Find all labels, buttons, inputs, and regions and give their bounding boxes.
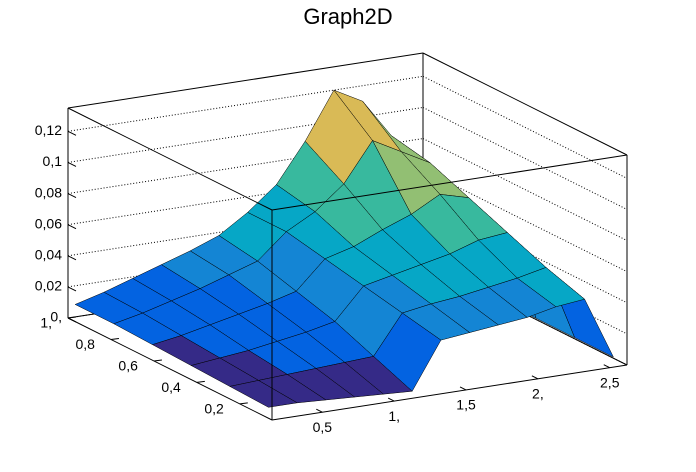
y-tick [239,402,248,405]
y-tick-label: 0,2 [204,401,224,417]
x-tick [531,375,539,380]
x-tick-label: 1,5 [456,397,476,413]
grid-line [422,169,628,273]
z-tick-label: 0,02 [35,278,62,294]
z-tick [67,161,77,167]
z-tick [67,224,77,230]
y-tick [110,337,120,340]
y-tick-label: 0,8 [75,336,95,352]
y-tick-label: 1, [40,315,52,331]
box-edge [67,52,424,109]
grid-line [422,106,628,210]
y-tick [196,380,205,383]
axis-line [67,317,273,421]
x-tick-label: 1, [388,408,400,424]
surface-cell [229,380,298,408]
box-edge [422,52,628,156]
y-tick-label: 0,6 [118,358,138,374]
z-tick [67,286,77,292]
box-edge [271,154,628,211]
z-tick-label: 0,1 [43,153,63,169]
y-tick-label: 0,4 [161,379,181,395]
x-tick [603,364,610,369]
x-tick-label: 0,5 [313,419,333,435]
z-tick-label: 0,08 [35,184,62,200]
y-tick [67,316,77,319]
z-tick-label: 0,06 [35,215,62,231]
z-tick [67,193,77,199]
x-tick [387,397,395,402]
x-tick-label: 2,5 [600,374,620,390]
grid-line [422,75,628,179]
z-tick-label: 0,04 [35,246,62,262]
chart-title: Graph2D [303,4,392,29]
y-tick [153,359,162,362]
z-tick-label: 0, [50,309,62,325]
x-tick [316,408,323,413]
z-tick [67,255,77,261]
grid-line [422,138,628,242]
z-tick-label: 0,12 [35,122,62,138]
axis-line [271,364,628,421]
x-tick-label: 2, [532,386,544,402]
box-edge [67,107,273,211]
x-tick [459,386,467,391]
z-tick [67,130,77,136]
